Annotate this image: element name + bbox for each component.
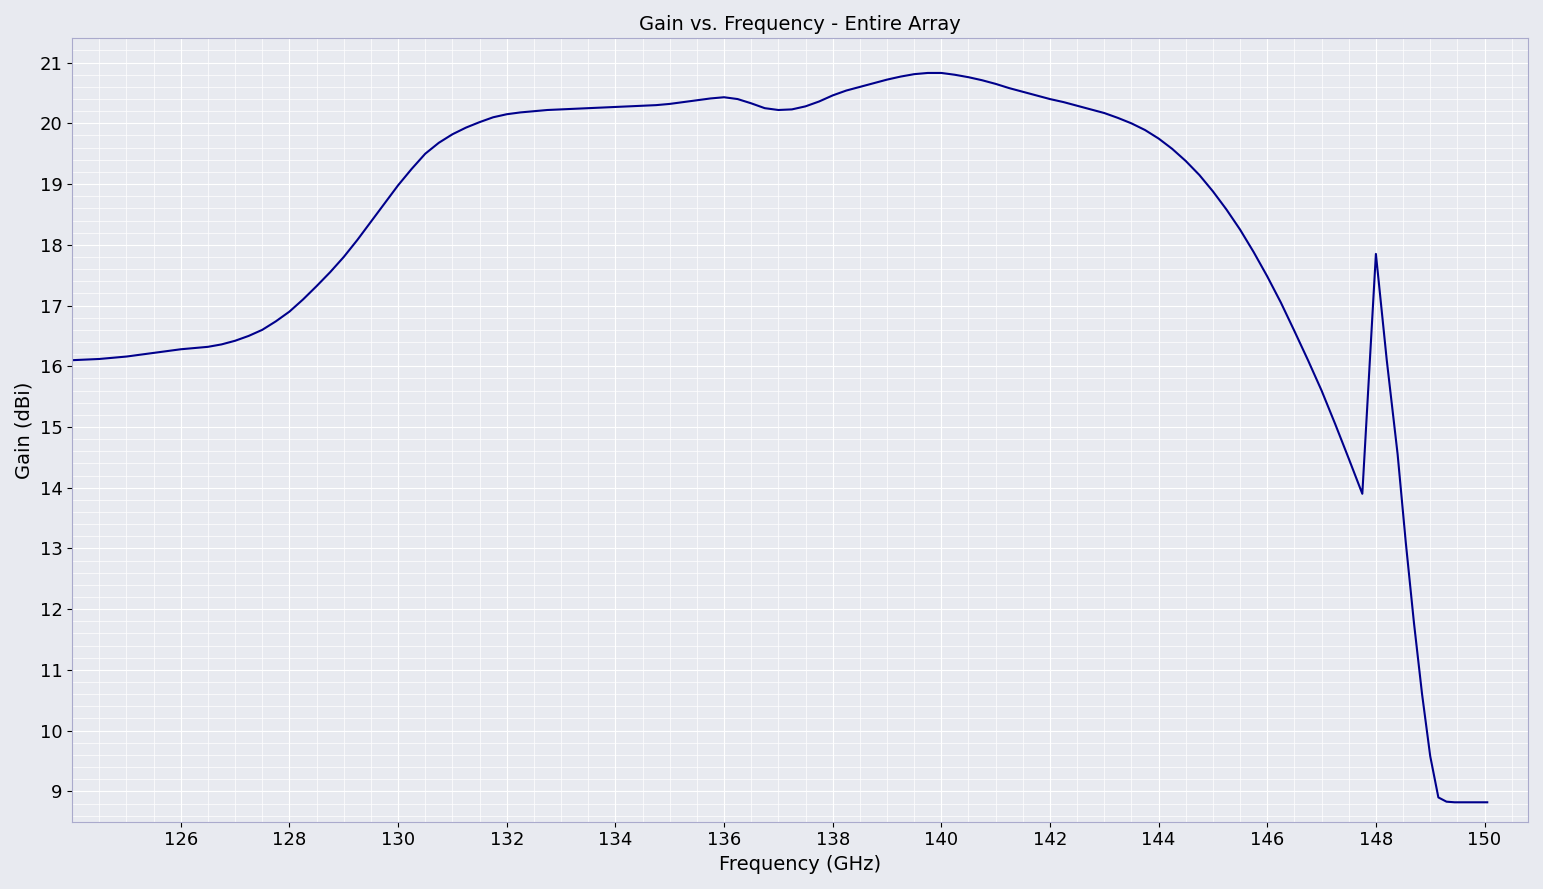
X-axis label: Frequency (GHz): Frequency (GHz) [719,855,881,874]
Title: Gain vs. Frequency - Entire Array: Gain vs. Frequency - Entire Array [639,15,961,34]
Y-axis label: Gain (dBi): Gain (dBi) [15,381,34,478]
